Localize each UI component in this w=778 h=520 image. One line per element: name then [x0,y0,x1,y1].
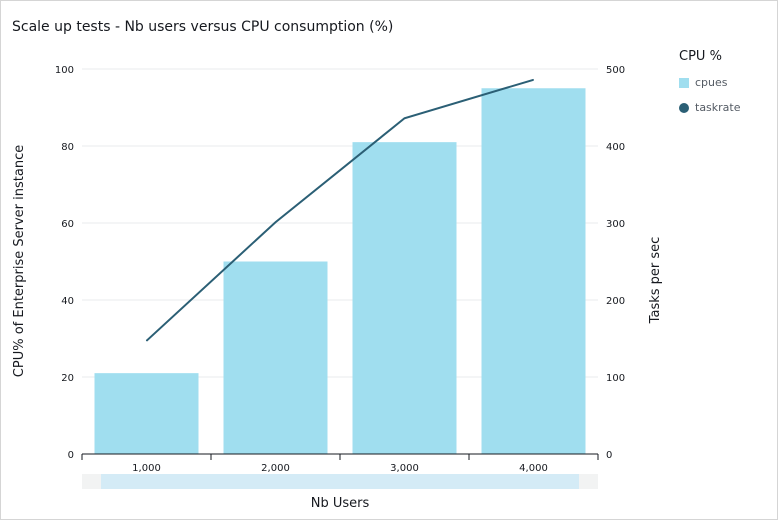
x-scrollbar-thumb[interactable] [101,474,579,489]
point-taskrate [533,79,534,81]
legend-swatch-circle [679,102,689,113]
bar-cpues [223,261,328,454]
line-taskrate [145,78,534,342]
y-tick-label: 60 [61,219,74,230]
bar-cpues [94,373,199,454]
x-axis-title: Nb Users [311,496,370,511]
y2-tick-label: 0 [606,450,612,461]
point-taskrate [404,117,405,119]
x-tick-label: 2,000 [261,463,290,474]
legend-item-cpues[interactable]: cpues [679,76,741,89]
legend-title: CPU % [679,49,722,64]
y-tick-label: 80 [61,142,74,153]
legend-swatch-square [679,77,689,88]
y-axis-title: CPU% of Enterprise Server instance [12,145,27,377]
legend: CPU % cpues taskrate [679,49,741,114]
y-tick-label: 100 [55,65,74,76]
chart-title: Scale up tests - Nb users versus CPU con… [12,19,394,35]
y-tick-label: 40 [61,296,74,307]
y2-tick-label: 500 [606,65,625,76]
x-tick-label: 4,000 [519,463,548,474]
bar-cpues [481,88,586,454]
y2-tick-label: 200 [606,296,625,307]
y-tick-label: 20 [61,373,74,384]
y2-tick-label: 400 [606,142,625,153]
legend-label: cpues [695,76,728,89]
y2-axis-title: Tasks per sec [648,237,663,325]
x-tick-label: 3,000 [390,463,419,474]
point-taskrate [146,340,147,342]
x-tick-label: 1,000 [132,463,161,474]
legend-label: taskrate [695,101,741,114]
point-taskrate [275,221,276,223]
bar-cpues [352,142,457,454]
y2-tick-label: 100 [606,373,625,384]
y-tick-label: 0 [68,450,74,461]
y2-tick-label: 300 [606,219,625,230]
legend-item-taskrate[interactable]: taskrate [679,101,741,114]
